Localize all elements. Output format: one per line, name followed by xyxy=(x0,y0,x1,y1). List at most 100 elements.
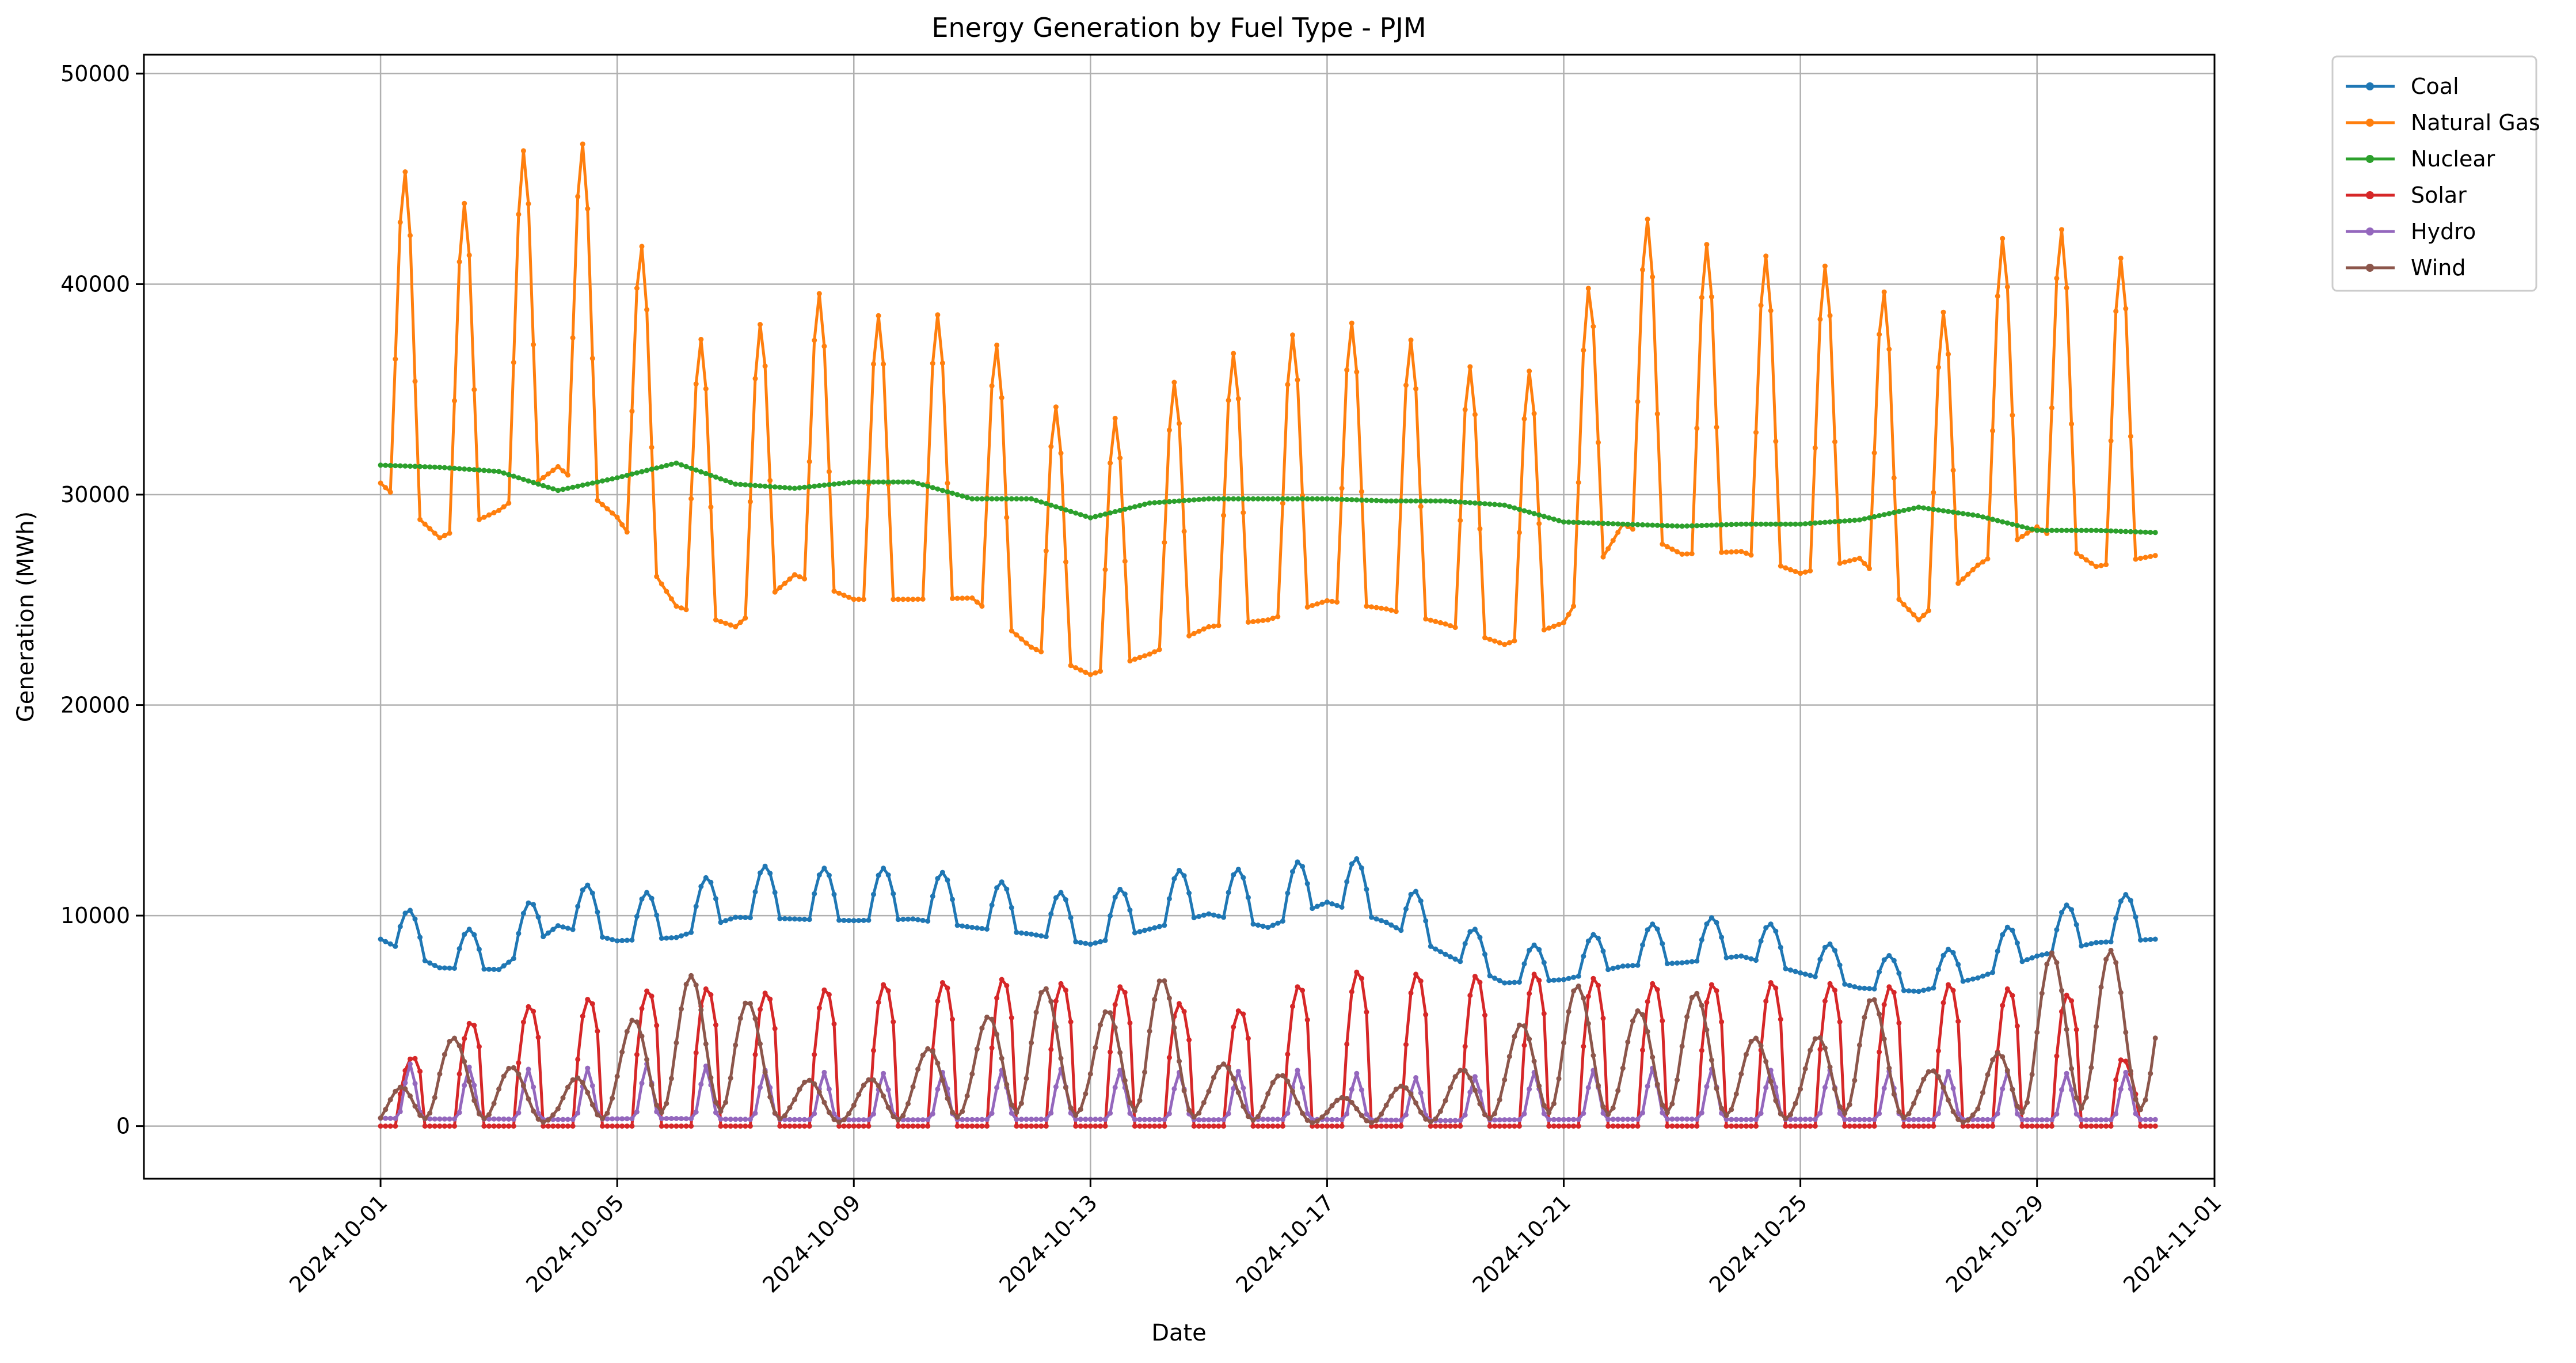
series-point xyxy=(1733,549,1739,555)
series-point xyxy=(1290,1004,1295,1009)
series-point xyxy=(629,471,635,477)
series-point xyxy=(930,1049,935,1054)
series-point xyxy=(861,1117,866,1123)
series-point xyxy=(1650,1054,1656,1060)
series-point xyxy=(747,499,753,504)
series-point xyxy=(1033,1123,1039,1129)
series-point xyxy=(585,206,591,211)
series-point xyxy=(1408,498,1414,504)
series-point xyxy=(718,619,724,624)
series-point xyxy=(1156,499,1162,505)
series-point xyxy=(1098,1117,1103,1122)
series-point xyxy=(1073,1123,1079,1129)
series-point xyxy=(1921,1123,1927,1129)
series-point xyxy=(1931,1068,1936,1074)
series-point xyxy=(905,1123,911,1129)
series-point xyxy=(1250,1123,1256,1129)
series-point xyxy=(639,244,645,249)
series-point xyxy=(1896,1108,1902,1114)
series-point xyxy=(1354,1070,1360,1076)
series-point xyxy=(432,963,437,969)
series-point xyxy=(1452,625,1458,631)
series-point xyxy=(1093,940,1098,946)
series-point xyxy=(1191,915,1197,921)
series-point xyxy=(1162,499,1167,505)
series-point xyxy=(1147,1123,1152,1129)
series-point xyxy=(1156,647,1162,652)
series-point xyxy=(408,233,413,238)
series-point xyxy=(733,1123,739,1129)
chart-title: Energy Generation by Fuel Type - PJM xyxy=(931,12,1426,43)
series-point xyxy=(1068,1105,1074,1111)
series-point xyxy=(1862,516,1867,522)
series-point xyxy=(1226,1111,1231,1117)
series-point xyxy=(1339,485,1345,491)
series-point xyxy=(910,1117,916,1123)
series-point xyxy=(1600,1015,1606,1021)
series-point xyxy=(1906,507,1912,512)
legend-label: Natural Gas xyxy=(2411,110,2540,135)
series-point xyxy=(541,934,546,940)
series-point xyxy=(2064,1027,2069,1032)
series-point xyxy=(383,1115,389,1121)
series-point xyxy=(1689,523,1695,529)
series-point xyxy=(1211,623,1216,629)
series-point xyxy=(1679,1123,1685,1129)
series-point xyxy=(1527,1037,1532,1042)
series-point xyxy=(624,473,630,478)
series-point xyxy=(1068,1019,1074,1025)
series-point xyxy=(1645,999,1650,1004)
series-point xyxy=(1221,1061,1227,1067)
series-point xyxy=(1339,904,1345,910)
series-point xyxy=(674,935,679,940)
series-point xyxy=(1423,498,1429,504)
series-point xyxy=(664,462,669,468)
series-point xyxy=(885,1087,891,1092)
series-point xyxy=(1871,997,1877,1003)
series-point xyxy=(1216,622,1222,628)
series-point xyxy=(1428,943,1433,949)
series-point xyxy=(1541,514,1547,519)
series-point xyxy=(624,1116,630,1122)
series-point xyxy=(1112,509,1118,514)
series-point xyxy=(1669,546,1675,552)
series-point xyxy=(481,966,487,972)
series-point xyxy=(520,1019,526,1025)
series-point xyxy=(1102,1123,1108,1129)
series-point xyxy=(1295,1100,1300,1106)
series-point xyxy=(954,922,960,928)
series-point xyxy=(999,879,1004,885)
series-point xyxy=(1458,1123,1463,1129)
series-point xyxy=(1881,1037,1887,1042)
series-point xyxy=(2138,529,2143,535)
series-point xyxy=(1605,521,1611,526)
series-point xyxy=(531,902,536,908)
series-point xyxy=(900,916,906,922)
series-point xyxy=(1014,1110,1019,1115)
series-point xyxy=(1585,286,1591,291)
series-point xyxy=(442,465,447,470)
series-point xyxy=(545,484,551,490)
series-point xyxy=(1812,1117,1818,1122)
series-point xyxy=(1413,386,1419,392)
series-point xyxy=(2004,520,2010,526)
series-point xyxy=(1127,1111,1133,1116)
series-point xyxy=(1314,1123,1320,1129)
series-point xyxy=(1087,941,1093,947)
series-point xyxy=(1975,513,1981,518)
series-point xyxy=(1324,899,1330,905)
series-point xyxy=(945,1096,950,1102)
series-point xyxy=(1950,1108,1956,1114)
series-point xyxy=(2103,528,2109,534)
series-point xyxy=(1581,347,1586,353)
series-point xyxy=(585,882,591,888)
series-point xyxy=(1955,580,1961,586)
series-point xyxy=(1896,970,1902,976)
series-point xyxy=(456,466,462,472)
series-point xyxy=(895,597,901,602)
series-point xyxy=(935,1060,941,1066)
series-point xyxy=(580,483,585,488)
series-point xyxy=(1191,1114,1197,1120)
series-point xyxy=(1551,1101,1557,1107)
series-point xyxy=(1719,1019,1725,1025)
